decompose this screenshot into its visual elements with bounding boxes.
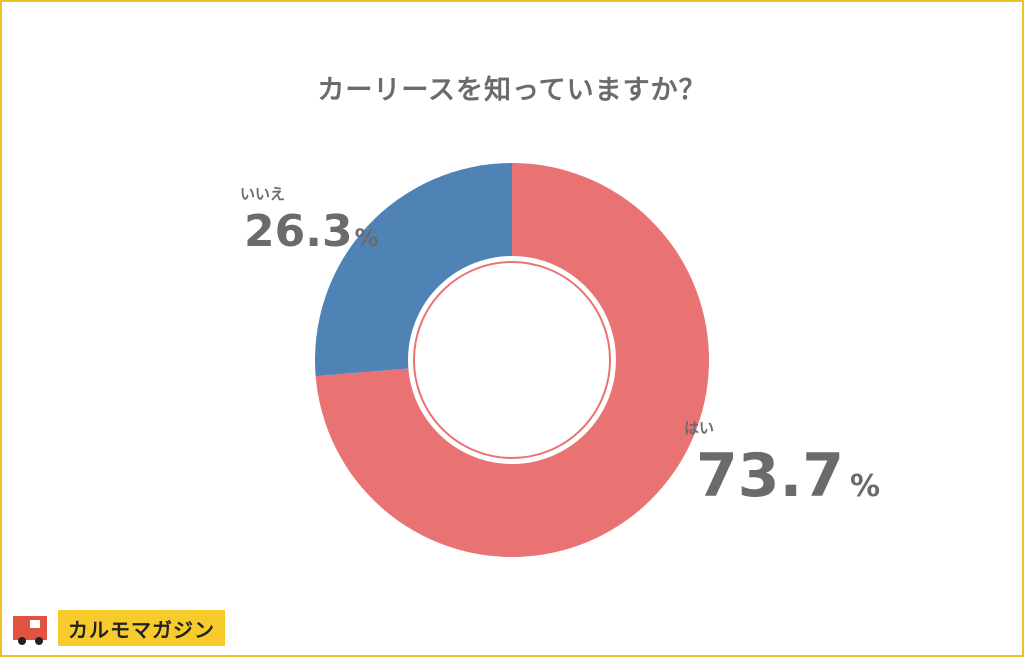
chart-title: カーリースを知っていますか？ <box>317 75 707 106</box>
donut-hole <box>416 264 608 456</box>
slice-value-no-number: 26.3 <box>244 206 353 257</box>
slice-value-yes-unit: % <box>850 469 881 504</box>
donut-inner-ring <box>413 261 611 459</box>
slice-value-no-unit: % <box>354 224 379 252</box>
donut-slice-no <box>315 163 512 377</box>
truck-icon <box>13 616 47 645</box>
slice-label-yes: はい <box>684 419 715 437</box>
slice-value-yes-number: 73.7 <box>696 441 845 511</box>
brand-footer: カルモマガジン <box>10 608 225 648</box>
donut-chart <box>315 163 709 557</box>
donut-slice-yes <box>315 163 709 557</box>
slice-value-no: 26.3% <box>244 210 379 254</box>
slice-value-yes: 73.7% <box>696 446 880 506</box>
brand-name: カルモマガジン <box>58 610 225 646</box>
slice-label-no: いいえ <box>240 185 286 203</box>
